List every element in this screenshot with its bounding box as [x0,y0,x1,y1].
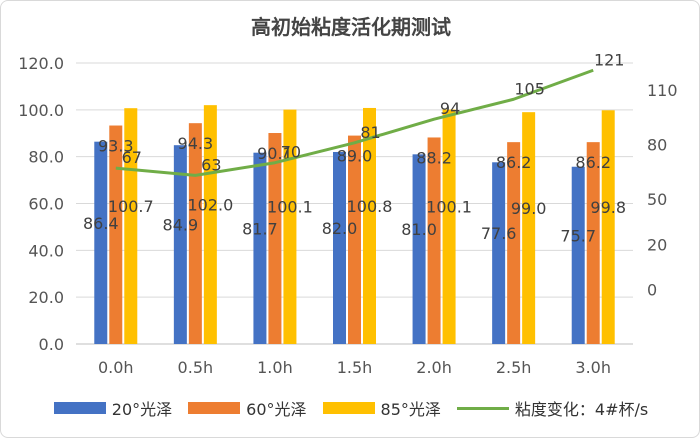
bar-data-label: 100.1 [426,198,472,217]
legend-label: 粘度变化：4#杯/s [514,400,649,419]
bar-data-label: 93.3 [98,137,134,156]
bar [571,166,585,344]
y-right-tick-label: 110 [647,81,678,100]
bar [173,145,187,344]
bar-data-label: 99.8 [590,198,626,217]
line-series [115,68,594,177]
x-tick-label: 1.5h [337,358,373,377]
bar [492,162,506,344]
bar-data-label: 94.3 [178,134,214,153]
bar-data-label: 81.7 [242,219,278,238]
bar [348,135,361,344]
bar-data-label: 100.7 [108,197,154,216]
bar-data-label: 75.7 [560,226,596,245]
bar [522,112,536,344]
bar [268,133,282,344]
y-left-tick-label: 80.0 [28,148,64,167]
bar [333,151,346,344]
legend-label: 20°光泽 [111,400,173,419]
bar-data-label: 102.0 [187,196,233,215]
line-data-label: 121 [594,50,625,69]
line-data-label: 67 [122,148,142,167]
x-tick-label: 0.5h [178,358,214,377]
y-left-tick-label: 20.0 [28,288,64,307]
y-left-tick-label: 100.0 [18,101,64,120]
line-data-label: 94 [440,99,460,118]
y-right-tick-label: 0 [647,281,657,300]
y-left-tick-label: 60.0 [28,195,64,214]
bar [412,154,426,344]
legend-item: 20°光泽 [53,396,173,420]
y-left-tick-label: 0.0 [39,335,64,354]
line-data-label: 63 [201,155,221,174]
line-data-label: 105 [514,79,545,98]
bar-data-label: 77.6 [481,224,517,243]
legend-item: 60°光泽 [188,396,307,420]
bar [586,142,600,344]
bar-data-label: 84.9 [163,216,199,235]
line-data-label: 70 [281,143,301,162]
bar [253,152,267,344]
bar [109,125,123,345]
chart-title: 高初始粘度活化期测试 [251,15,451,39]
bar-data-label: 81.0 [401,220,437,239]
y-right-tick-label: 20 [647,235,667,254]
bar [442,109,456,344]
legend-item: 粘度变化：4#杯/s [456,396,649,420]
legend-item: 85°光泽 [322,396,441,420]
legend-swatch [53,402,106,414]
bar-data-label: 86.2 [496,153,532,172]
y-left-tick-label: 40.0 [28,241,64,260]
bar [601,110,615,344]
y-left-tick-label: 120.0 [18,54,64,73]
bar-data-label: 86.2 [575,153,611,172]
bar [283,109,297,344]
legend-swatch [322,402,375,414]
bar-data-label: 100.8 [347,197,393,216]
y-right-tick-label: 80 [647,136,667,155]
legend-label: 85°光泽 [380,400,441,419]
bar [203,105,217,345]
legend-swatch [188,402,241,414]
legend-label: 60°光泽 [246,400,307,419]
bar [507,142,521,344]
x-tick-label: 0.0h [98,358,134,377]
line-data-label: 81 [360,123,380,142]
y-right-tick-label: 50 [647,190,667,209]
x-tick-label: 1.0h [257,358,293,377]
bar-data-label: 99.0 [511,199,547,218]
x-tick-label: 3.0h [575,358,611,377]
bar-data-label: 89.0 [337,147,373,166]
bar [363,107,376,345]
legend-swatch [456,406,509,410]
x-tick-label: 2.5h [496,358,532,377]
bar-data-label: 90.1 [257,144,293,163]
bar [124,108,138,344]
bar [188,123,202,344]
bar [94,141,108,344]
bar-data-label: 100.1 [267,198,313,217]
bar [427,137,441,344]
chart-legend: 20°光泽 60°光泽 85°光泽 粘度变化：4#杯/s [1,396,700,420]
bar-data-label: 82.0 [322,219,358,238]
x-tick-label: 2.0h [416,358,452,377]
bar-data-label: 88.2 [416,148,452,167]
bar-data-label: 86.4 [83,214,119,233]
